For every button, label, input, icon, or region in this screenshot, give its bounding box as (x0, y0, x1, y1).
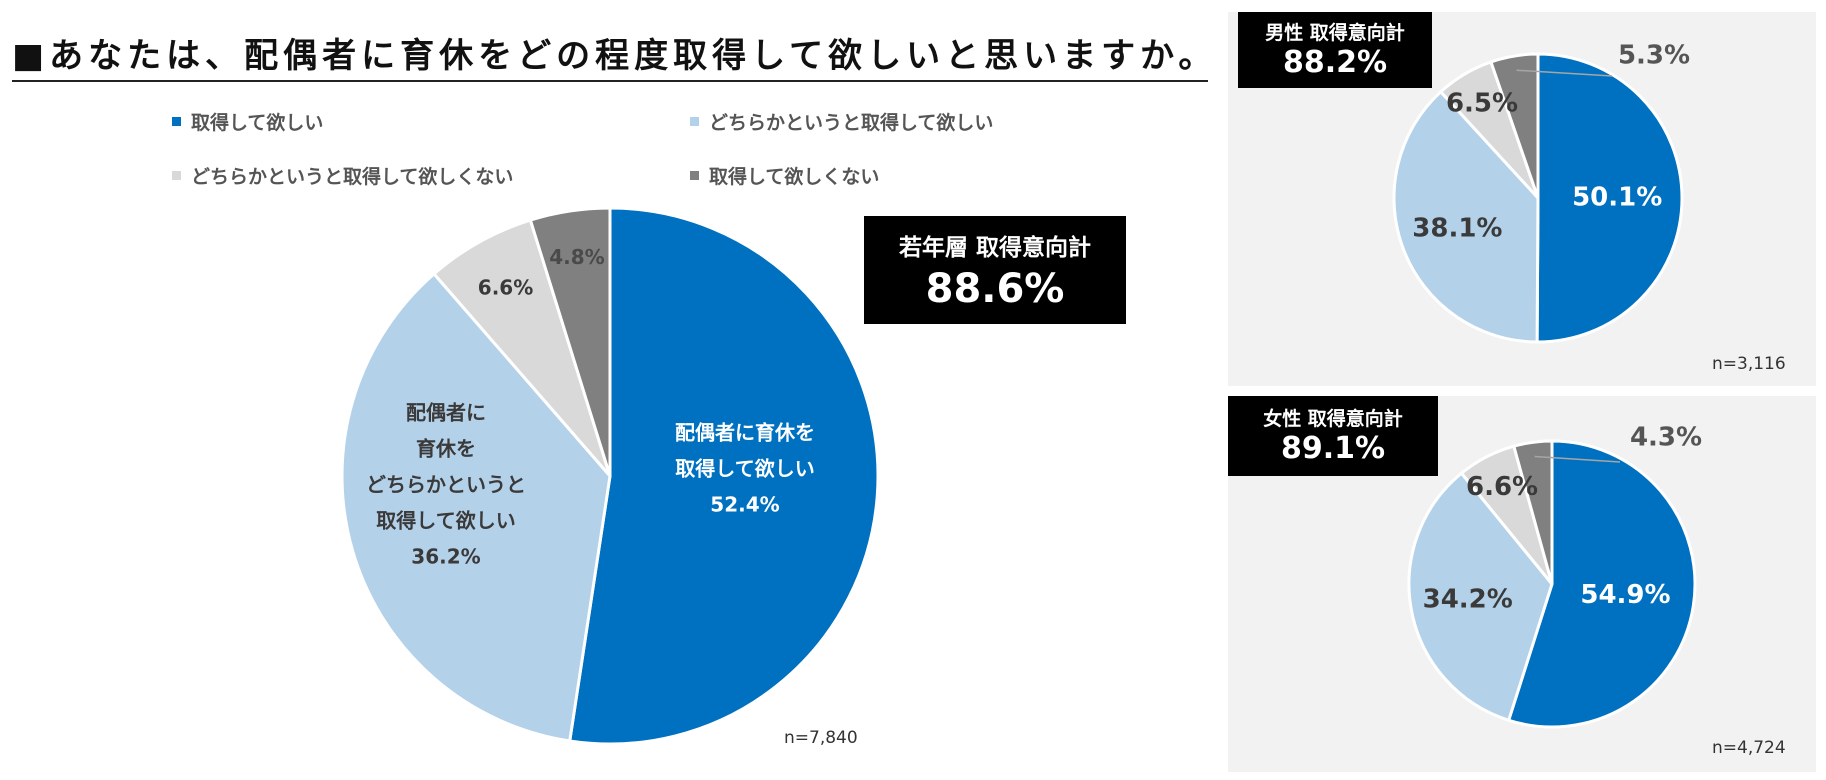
slice-not-want (1511, 439, 1554, 585)
slice-label: 取得して欲しい (675, 457, 814, 481)
slice-label: 取得して欲しい (376, 509, 515, 533)
n-count-female: n=4,724 (1712, 738, 1786, 758)
legend-swatch (172, 171, 181, 180)
badge-value: 89.1% (1280, 431, 1386, 466)
slice-label: 36.2% (411, 545, 480, 569)
slice-not-want (528, 206, 612, 477)
badge-value: 88.6% (925, 266, 1065, 312)
legend-item-somewhat-want: どちらかというと取得して欲しい (690, 108, 993, 135)
slice-label: 34.2% (1423, 585, 1513, 615)
legend-item-want: 取得して欲しい (172, 108, 323, 135)
slice-label: 4.3% (1630, 423, 1702, 453)
slice-somewhat-want (1392, 89, 1540, 344)
legend-label: 取得して欲しくない (709, 166, 880, 188)
badge-label: 女性 取得意向計 (1263, 408, 1403, 430)
chart-title: ■あなたは、配偶者に育休をどの程度取得して欲しいと思いますか。 (12, 36, 1218, 76)
slice-somewhat-not-want (431, 218, 612, 477)
slice-somewhat-want (340, 271, 612, 743)
badge-value: 88.2% (1282, 45, 1388, 80)
slice-label: 54.9% (1580, 580, 1670, 610)
leader-line (1516, 69, 1613, 77)
title-underline (12, 80, 1208, 82)
slice-label: 38.1% (1412, 214, 1502, 244)
slice-label: 配偶者に育休を (675, 421, 815, 445)
legend-label: どちらかというと取得して欲しい (709, 112, 994, 134)
badge-young: 若年層 取得意向計 88.6% (864, 216, 1126, 324)
legend-swatch (690, 171, 699, 180)
legend-label: 取得して欲しい (191, 112, 324, 134)
slice-label: 6.6% (478, 275, 533, 299)
slice-label: 育休を (416, 437, 476, 461)
slice-label: 5.3% (1618, 41, 1690, 71)
badge-male: 男性 取得意向計 88.2% (1238, 12, 1432, 88)
slice-label: 6.5% (1446, 88, 1518, 118)
n-count-male: n=3,116 (1712, 354, 1786, 374)
badge-label: 若年層 取得意向計 (898, 235, 1091, 261)
badge-female: 女性 取得意向計 89.1% (1228, 396, 1438, 476)
legend-swatch (172, 117, 181, 126)
legend-swatch (690, 117, 699, 126)
slice-label: 配偶者に (406, 401, 486, 425)
slice-somewhat-want (1407, 471, 1554, 723)
slice-label: 52.4% (710, 493, 779, 517)
badge-label: 男性 取得意向計 (1265, 22, 1405, 44)
slice-label: どちらかというと (366, 473, 526, 497)
legend-label: どちらかというと取得して欲しくない (191, 166, 514, 188)
slice-label: 6.6% (1466, 472, 1538, 502)
slice-label: 50.1% (1572, 183, 1662, 213)
slice-want (1535, 52, 1684, 344)
legend-item-not-want: 取得して欲しくない (690, 162, 879, 189)
leader-line (1534, 455, 1621, 463)
slice-want (568, 206, 880, 746)
n-count-young: n=7,840 (784, 728, 858, 748)
slice-label: 4.8% (549, 245, 604, 269)
slice-not-want (1489, 52, 1540, 199)
legend-item-somewhat-not-want: どちらかというと取得して欲しくない (172, 162, 513, 189)
slice-want (1506, 439, 1697, 729)
